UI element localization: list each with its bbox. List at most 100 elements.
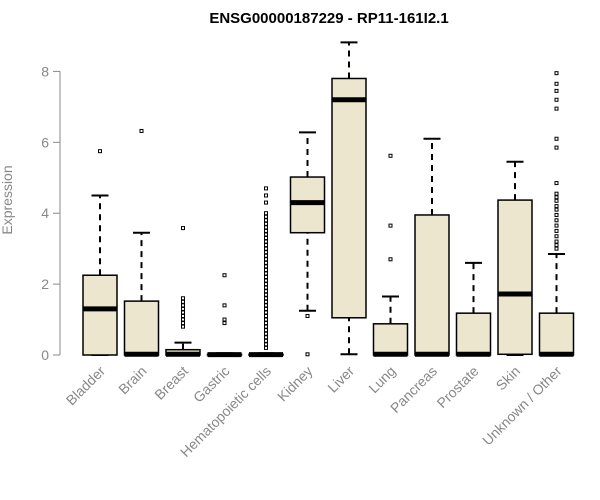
outlier-point bbox=[264, 271, 268, 276]
iqr-box bbox=[414, 214, 450, 356]
iqr-box bbox=[82, 274, 118, 356]
y-tick-label: 0 bbox=[41, 347, 49, 363]
outlier-point bbox=[264, 296, 268, 301]
outlier-point bbox=[264, 246, 268, 251]
outlier-point bbox=[264, 314, 268, 319]
outlier-point bbox=[554, 191, 559, 196]
y-axis: 0 2 4 6 8 bbox=[41, 63, 61, 363]
outlier-point bbox=[264, 214, 268, 219]
outlier-point bbox=[181, 306, 185, 311]
outlier-point bbox=[264, 200, 268, 205]
outlier-point bbox=[181, 314, 185, 319]
outlier-point bbox=[264, 299, 268, 304]
y-tick-label: 4 bbox=[41, 205, 49, 221]
outlier-point bbox=[264, 193, 268, 198]
outlier-point bbox=[264, 342, 268, 347]
outlier-point bbox=[181, 324, 185, 329]
outlier-point bbox=[554, 212, 559, 217]
outlier-point bbox=[264, 253, 268, 258]
outlier-point bbox=[264, 275, 268, 280]
outlier-point bbox=[264, 250, 268, 255]
outlier-point bbox=[264, 239, 268, 244]
outlier-point bbox=[554, 181, 559, 186]
box-lung bbox=[372, 153, 409, 357]
outlier-point bbox=[554, 239, 559, 244]
x-category-label: Prostate bbox=[433, 363, 481, 411]
outlier-point bbox=[98, 149, 102, 154]
outlier-point bbox=[554, 106, 559, 111]
x-category-label: Unknown / Other bbox=[479, 363, 565, 449]
outlier-point bbox=[264, 228, 268, 233]
outlier-point bbox=[264, 267, 268, 272]
outlier-point bbox=[554, 198, 559, 203]
outlier-point bbox=[264, 236, 268, 241]
outlier-point bbox=[264, 345, 268, 350]
outlier-point bbox=[554, 207, 559, 212]
outlier-point bbox=[388, 257, 393, 262]
iqr-box bbox=[538, 312, 575, 356]
outlier-point bbox=[264, 211, 268, 216]
outlier-point bbox=[264, 260, 268, 265]
outlier-point bbox=[181, 299, 185, 304]
outlier-point bbox=[554, 243, 559, 248]
outlier-point bbox=[554, 136, 559, 141]
outlier-point bbox=[264, 317, 268, 322]
x-category-label: Liver bbox=[324, 363, 357, 396]
box-hematopoietic-cells bbox=[248, 186, 284, 358]
outlier-point bbox=[222, 321, 227, 326]
outlier-point bbox=[554, 218, 559, 223]
outlier-point bbox=[222, 317, 227, 322]
outlier-point bbox=[554, 223, 559, 228]
outlier-point bbox=[222, 273, 227, 278]
iqr-box bbox=[497, 199, 533, 356]
x-category-label: Bladder bbox=[63, 363, 109, 409]
outlier-point bbox=[554, 145, 559, 150]
y-tick-label: 8 bbox=[41, 63, 49, 79]
outlier-point bbox=[554, 71, 559, 76]
y-tick-label: 2 bbox=[41, 276, 49, 292]
box-kidney bbox=[289, 131, 326, 357]
outlier-point bbox=[264, 218, 268, 223]
x-category-label: Kidney bbox=[274, 363, 316, 405]
outlier-point bbox=[554, 204, 559, 209]
outlier-point bbox=[264, 186, 268, 191]
outlier-point bbox=[264, 282, 268, 287]
y-axis-label: Expression bbox=[0, 165, 15, 234]
outlier-point bbox=[181, 321, 185, 326]
box-breast bbox=[165, 226, 201, 357]
outlier-point bbox=[264, 225, 268, 230]
iqr-box bbox=[372, 323, 409, 356]
boxes bbox=[82, 41, 575, 358]
box-pancreas bbox=[414, 137, 450, 357]
outlier-point bbox=[264, 289, 268, 294]
outlier-point bbox=[554, 228, 559, 233]
outlier-point bbox=[264, 338, 268, 343]
outlier-point bbox=[181, 303, 185, 308]
outlier-point bbox=[554, 195, 559, 200]
outlier-point bbox=[554, 97, 559, 102]
outlier-point bbox=[264, 328, 268, 333]
outlier-point bbox=[264, 335, 268, 340]
outlier-point bbox=[554, 88, 559, 93]
outlier-point bbox=[181, 317, 185, 322]
outlier-point bbox=[388, 153, 393, 158]
outlier-point bbox=[264, 285, 268, 290]
x-category-label: Skin bbox=[493, 363, 524, 394]
iqr-box bbox=[455, 312, 492, 356]
outlier-point bbox=[181, 296, 185, 301]
box-bladder bbox=[82, 149, 118, 356]
outlier-point bbox=[264, 292, 268, 297]
outlier-point bbox=[139, 128, 144, 133]
chart-title: ENSG00000187229 - RP11-161I2.1 bbox=[209, 10, 448, 27]
outlier-point bbox=[181, 226, 185, 231]
outlier-point bbox=[222, 303, 227, 308]
outlier-point bbox=[264, 306, 268, 311]
outlier-point bbox=[554, 246, 559, 251]
box-unknown-other bbox=[538, 71, 575, 357]
outlier-point bbox=[264, 243, 268, 248]
iqr-box bbox=[331, 77, 367, 319]
outlier-point bbox=[554, 81, 559, 86]
outlier-point bbox=[388, 223, 393, 228]
